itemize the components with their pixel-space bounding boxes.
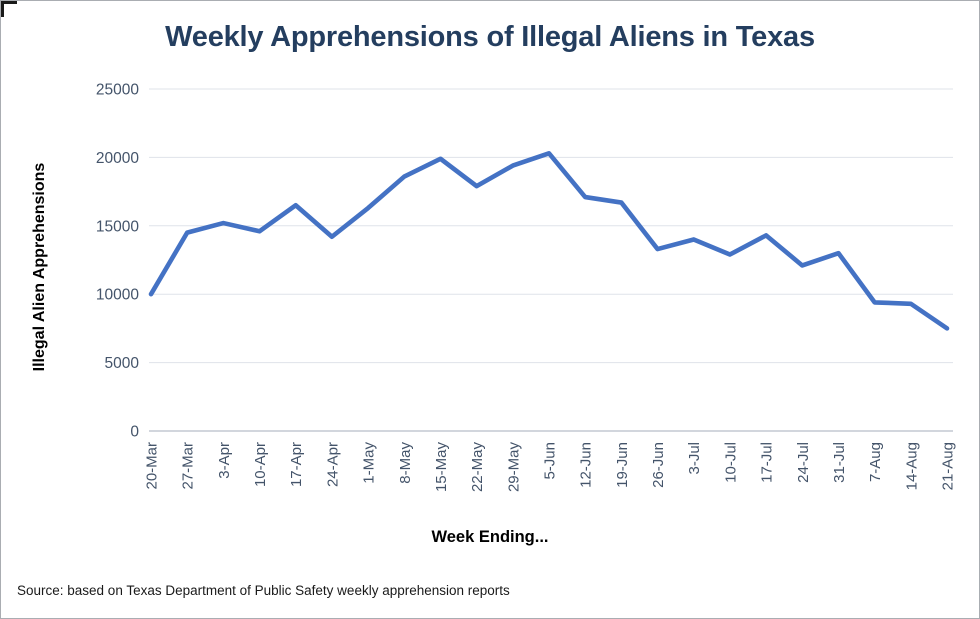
x-tick-label: 17-Apr	[288, 442, 305, 487]
x-tick-label: 15-May	[433, 442, 450, 493]
y-axis-title: Illegal Alien Apprehensions	[31, 162, 48, 372]
x-tick-label: 8-May	[397, 442, 414, 484]
x-tick-label: 24-Jul	[795, 442, 812, 483]
x-tick-label: 31-Jul	[831, 442, 848, 483]
x-tick-label: 27-Mar	[180, 442, 197, 490]
x-tick-label: 3-Apr	[216, 442, 233, 479]
x-tick-label: 20-Mar	[144, 442, 161, 490]
x-axis-title: Week Ending...	[431, 528, 549, 546]
x-tick-label: 12-Jun	[578, 442, 595, 488]
x-tick-label: 22-May	[469, 442, 486, 493]
x-tick-label: 3-Jul	[686, 442, 703, 475]
source-note: Source: based on Texas Department of Pub…	[17, 583, 510, 598]
x-tick-label: 14-Aug	[903, 442, 920, 490]
x-tick-label: 10-Apr	[252, 442, 269, 487]
x-tick-label: 17-Jul	[759, 442, 776, 483]
x-tick-label: 29-May	[505, 442, 522, 493]
corner-mark	[1, 1, 17, 4]
corner-mark	[1, 1, 4, 17]
x-tick-label: 21-Aug	[940, 442, 957, 490]
x-tick-label: 24-Apr	[324, 442, 341, 487]
x-tick-label: 19-Jun	[614, 442, 631, 488]
x-tick-label: 26-Jun	[650, 442, 667, 488]
y-tick-label: 0	[130, 424, 139, 441]
chart-title: Weekly Apprehensions of Illegal Aliens i…	[165, 21, 815, 53]
x-tick-label: 1-May	[361, 442, 378, 484]
y-tick-label: 15000	[96, 218, 139, 235]
x-tick-label: 5-Jun	[542, 442, 559, 480]
x-tick-label: 7-Aug	[867, 442, 884, 482]
x-tick-label: 10-Jul	[722, 442, 739, 483]
y-tick-label: 5000	[105, 355, 140, 372]
y-tick-label: 20000	[96, 150, 139, 167]
data-line	[148, 150, 950, 331]
y-tick-label: 25000	[96, 82, 139, 99]
y-tick-label: 10000	[96, 287, 139, 304]
